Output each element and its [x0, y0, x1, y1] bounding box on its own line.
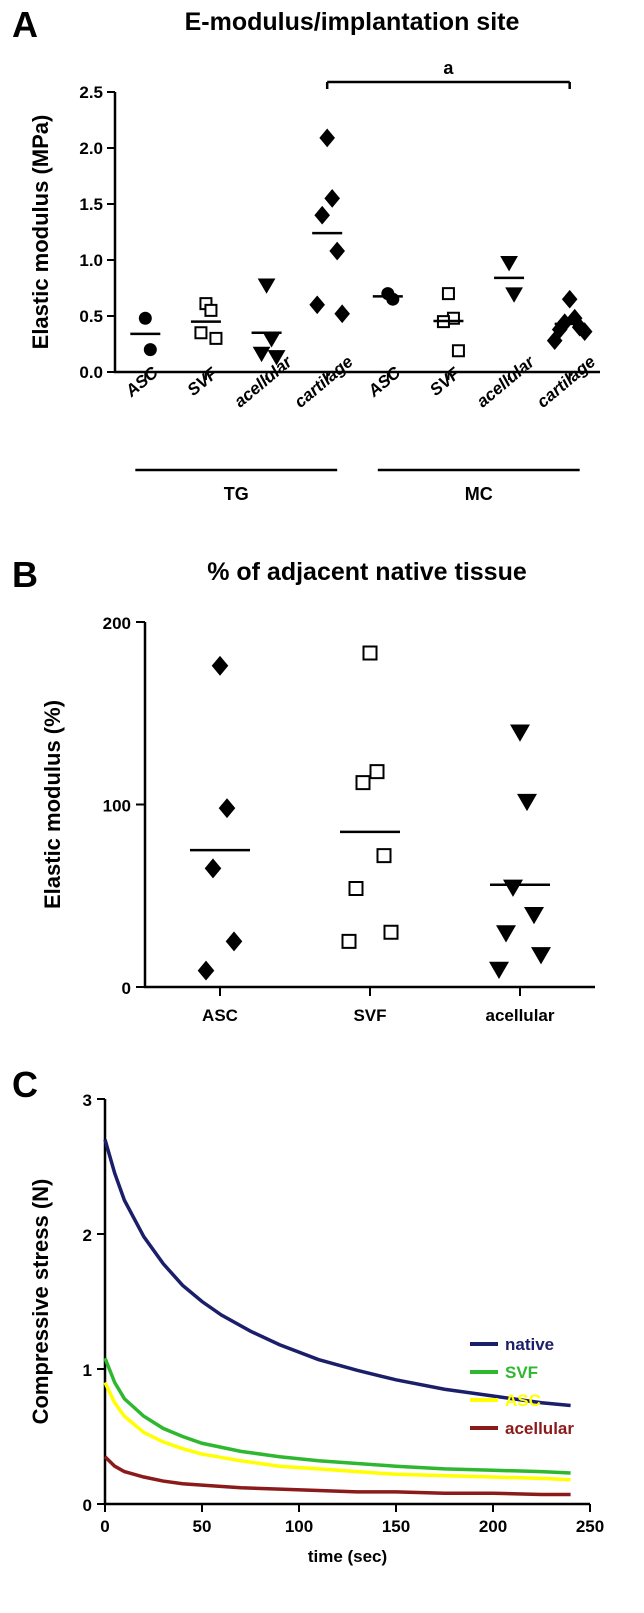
- panel-c-label: C: [12, 1064, 38, 1106]
- svg-text:cartilage: cartilage: [291, 352, 357, 412]
- svg-text:0: 0: [122, 979, 131, 998]
- svg-text:2.0: 2.0: [79, 139, 103, 158]
- svg-text:SVF: SVF: [184, 363, 222, 399]
- panel-a-title: E-modulus/implantation site: [0, 0, 644, 37]
- panel-c: C 0 1 2 3 0 50 100 150 200 250 Compressive stress …: [0, 1064, 644, 1613]
- svg-text:acellular: acellular: [473, 351, 539, 411]
- svg-text:2.5: 2.5: [79, 83, 103, 102]
- svg-text:0.0: 0.0: [79, 363, 103, 382]
- svg-text:cartilage: cartilage: [533, 352, 599, 412]
- svg-text:200: 200: [103, 614, 131, 633]
- svg-text:MC: MC: [465, 484, 493, 504]
- svg-text:ASC: ASC: [364, 363, 405, 402]
- legend-label-acellular: acellular: [505, 1419, 574, 1438]
- curve-SVF: [105, 1358, 571, 1473]
- svg-text:a: a: [443, 58, 454, 78]
- svg-text:Compressive stress (N): Compressive stress (N): [28, 1179, 53, 1425]
- panel-c-chart: 0 1 2 3 0 50 100 150 200 250 Compressive stress (N…: [0, 1064, 644, 1594]
- legend-label-native: native: [505, 1335, 554, 1354]
- svg-text:acellular: acellular: [230, 351, 296, 411]
- svg-text:1: 1: [83, 1361, 92, 1380]
- svg-text:acellular: acellular: [486, 1006, 555, 1025]
- svg-text:3: 3: [83, 1091, 92, 1110]
- svg-text:2: 2: [83, 1226, 92, 1245]
- svg-text:TG: TG: [224, 484, 249, 504]
- panel-b-chart: 0 100 200 ASC SVF acellular Elastic modulus (%…: [0, 587, 644, 1057]
- svg-text:SVF: SVF: [353, 1006, 386, 1025]
- svg-text:1.0: 1.0: [79, 251, 103, 270]
- svg-text:ASC: ASC: [121, 363, 162, 402]
- panel-b-label: B: [12, 554, 38, 596]
- svg-text:Elastic modulus (%): Elastic modulus (%): [40, 700, 65, 909]
- panel-a-chart: 0.00.51.01.52.02.5ASCSVFacellularcartila…: [0, 37, 644, 547]
- curve-native: [105, 1140, 571, 1406]
- figure: A E-modulus/implantation site 0.0 0.5 1.0 1…: [0, 0, 644, 1613]
- svg-text:SVF: SVF: [426, 363, 464, 399]
- svg-text:1.5: 1.5: [79, 195, 103, 214]
- svg-text:200: 200: [479, 1517, 507, 1536]
- svg-text:50: 50: [193, 1517, 212, 1536]
- svg-text:250: 250: [576, 1517, 604, 1536]
- panel-b: B % of adjacent native tissue 0 100 200 ASC…: [0, 554, 644, 1064]
- panel-b-title: % of adjacent native tissue: [0, 554, 644, 587]
- svg-text:0: 0: [100, 1517, 109, 1536]
- legend-label-SVF: SVF: [505, 1363, 538, 1382]
- svg-text:100: 100: [103, 797, 131, 816]
- svg-text:time (sec): time (sec): [308, 1547, 387, 1566]
- panel-a: A E-modulus/implantation site 0.0 0.5 1.0 1…: [0, 0, 644, 554]
- panel-a-label: A: [12, 4, 38, 46]
- svg-text:0.5: 0.5: [79, 307, 103, 326]
- svg-text:ASC: ASC: [202, 1006, 238, 1025]
- legend-label-ASC: ASC: [505, 1391, 541, 1410]
- svg-text:150: 150: [382, 1517, 410, 1536]
- svg-text:100: 100: [285, 1517, 313, 1536]
- svg-text:0: 0: [83, 1496, 92, 1515]
- svg-text:Elastic modulus (MPa): Elastic modulus (MPa): [28, 115, 53, 350]
